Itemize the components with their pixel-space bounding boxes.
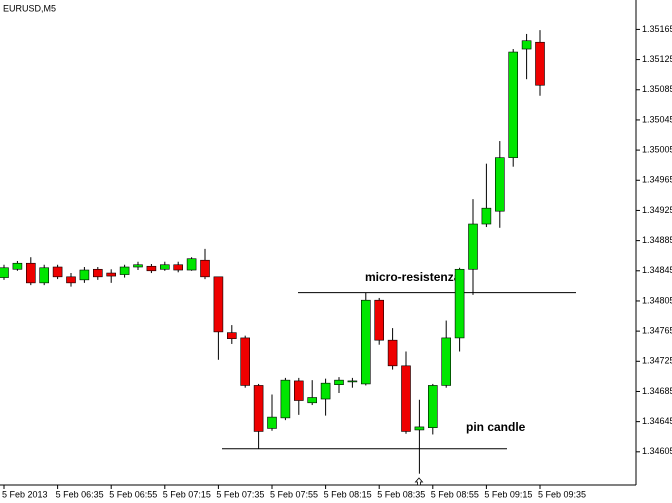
y-tick-label: 1.35045: [642, 114, 672, 124]
candle-body: [0, 267, 9, 278]
candle-body: [374, 299, 385, 341]
candle-body: [494, 157, 505, 212]
y-tick-label: 1.34885: [642, 235, 672, 245]
y-tick-label: 1.34805: [642, 295, 672, 305]
candle-body: [347, 380, 358, 383]
x-tick-label: 5 Feb 08:55: [431, 489, 479, 499]
y-tick-label: 1.35165: [642, 24, 672, 34]
candle-body: [293, 380, 304, 401]
candle-body: [414, 426, 425, 431]
candle-body: [535, 41, 545, 86]
candle-body: [454, 268, 465, 339]
x-tick-label: 5 Feb 2013: [2, 489, 48, 499]
candle-body: [360, 299, 371, 385]
candle-body: [508, 51, 519, 158]
candle-body: [186, 258, 197, 271]
candle-body: [521, 40, 532, 50]
y-tick-label: 1.34605: [642, 446, 672, 456]
candle-body: [93, 268, 103, 278]
pin-arrow: [414, 477, 424, 486]
candle-body: [119, 266, 130, 275]
candle-body: [12, 262, 23, 270]
y-tick-label: 1.35005: [642, 144, 672, 154]
candle-body: [52, 266, 63, 278]
candle-body: [267, 416, 277, 429]
candle-body: [213, 276, 224, 333]
x-tick-label: 5 Feb 06:55: [109, 489, 157, 499]
x-tick-label: 5 Feb 09:35: [538, 489, 586, 499]
y-tick-label: 1.34965: [642, 175, 672, 185]
candle-body: [401, 365, 411, 432]
candle-body: [253, 385, 264, 432]
y-tick-label: 1.34925: [642, 205, 672, 215]
candle-body: [66, 276, 76, 284]
candle-body: [307, 397, 318, 404]
candle-body: [427, 385, 438, 428]
y-tick-label: 1.35085: [642, 84, 672, 94]
candle-body: [387, 339, 398, 367]
candle-body: [320, 382, 331, 400]
candle-body: [227, 332, 237, 339]
y-tick-label: 1.34725: [642, 356, 672, 366]
y-tick-label: 1.34645: [642, 416, 672, 426]
y-tick-label: 1.34845: [642, 265, 672, 275]
candle-body: [39, 267, 50, 284]
chart-title: EURUSD,M5: [3, 3, 56, 13]
candle-body: [106, 272, 116, 277]
candle-body: [468, 223, 478, 270]
candle-body: [280, 379, 291, 419]
candle-body: [200, 259, 210, 278]
candle-body: [160, 264, 170, 270]
x-tick-label: 5 Feb 06:35: [56, 489, 104, 499]
y-tick-label: 1.34765: [642, 326, 672, 336]
candle-body: [441, 337, 452, 386]
candle-body: [133, 264, 143, 268]
level-label: micro-resistenza: [365, 270, 461, 284]
x-tick-label: 5 Feb 07:35: [216, 489, 264, 499]
candle-body: [240, 337, 250, 386]
x-tick-label: 5 Feb 07:15: [163, 489, 211, 499]
annotation: pin candle: [466, 420, 526, 434]
x-tick-label: 5 Feb 09:15: [484, 489, 532, 499]
x-tick-label: 5 Feb 07:55: [270, 489, 318, 499]
candle-body: [25, 262, 36, 284]
candle-body: [481, 207, 492, 225]
candle-body: [173, 264, 183, 271]
candle-body: [146, 265, 157, 272]
y-tick-label: 1.35125: [642, 54, 672, 64]
candle-body: [79, 269, 90, 281]
y-tick-label: 1.34685: [642, 386, 672, 396]
x-tick-label: 5 Feb 08:35: [377, 489, 425, 499]
candle-body: [334, 379, 344, 385]
x-tick-label: 5 Feb 08:15: [324, 489, 372, 499]
